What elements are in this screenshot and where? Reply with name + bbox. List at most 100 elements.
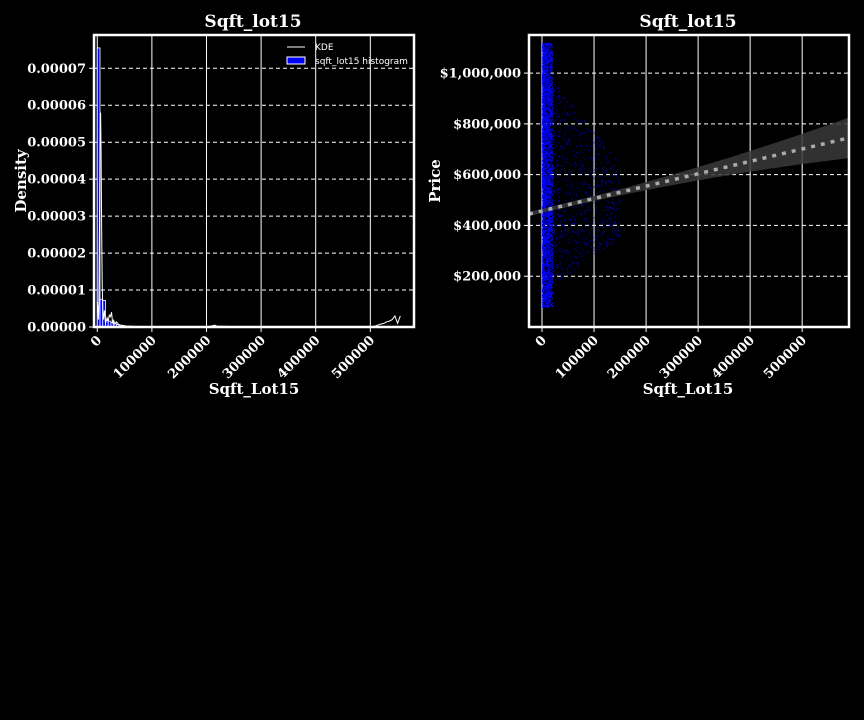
scatter-point: [542, 195, 545, 197]
scatter-point: [542, 228, 544, 230]
scatter-point: [547, 269, 549, 272]
scatter-point: [544, 53, 547, 55]
scatter-point: [558, 89, 560, 91]
scatter-point: [547, 230, 549, 232]
scatter-point: [548, 169, 550, 172]
scatter-point: [545, 173, 548, 175]
scatter-point: [550, 227, 552, 229]
scatter-point: [547, 206, 549, 208]
scatter-point: [550, 288, 552, 290]
scatter-point: [547, 94, 549, 96]
scatter-point: [549, 295, 551, 297]
scatter-point: [550, 67, 552, 69]
scatter-point: [550, 228, 552, 231]
scatter-point: [570, 215, 572, 217]
scatter-point: [545, 56, 547, 58]
scatter-point: [545, 247, 547, 249]
scatter-point: [544, 240, 547, 242]
scatter-point: [543, 56, 545, 58]
scatter-point: [603, 155, 606, 157]
scatter-point: [549, 254, 551, 256]
scatter-point: [550, 145, 552, 147]
scatter-point: [557, 188, 560, 190]
scatter-point: [616, 232, 618, 234]
right-y-tick-label: $800,000: [453, 117, 521, 132]
scatter-point: [551, 143, 553, 145]
scatter-point: [551, 247, 553, 250]
scatter-point: [546, 304, 548, 306]
scatter-point: [572, 222, 575, 224]
scatter-point: [545, 130, 547, 133]
scatter-point: [545, 289, 547, 291]
scatter-point: [554, 88, 556, 90]
scatter-point: [543, 78, 546, 80]
scatter-point: [551, 181, 553, 183]
scatter-point: [543, 121, 545, 124]
scatter-point: [547, 213, 549, 215]
scatter-point: [542, 213, 544, 215]
scatter-point: [552, 73, 554, 75]
scatter-point: [544, 177, 546, 179]
scatter-point: [546, 122, 548, 124]
scatter-point: [551, 222, 553, 224]
scatter-point: [544, 108, 546, 111]
left-y-tick-label: 0.00007: [27, 62, 86, 77]
scatter-point: [548, 117, 550, 119]
scatter-point: [571, 200, 573, 203]
scatter-point: [598, 242, 601, 244]
scatter-point: [544, 226, 546, 228]
scatter-point: [542, 178, 545, 180]
scatter-point: [549, 172, 551, 174]
scatter-point: [542, 246, 544, 248]
scatter-point: [549, 104, 551, 106]
scatter-point: [545, 196, 547, 199]
scatter-point: [548, 197, 550, 199]
scatter-point: [546, 181, 549, 184]
scatter-point: [543, 276, 545, 279]
scatter-point: [548, 195, 551, 197]
scatter-point: [543, 71, 546, 74]
scatter-point: [584, 218, 587, 220]
scatter-point: [558, 135, 560, 137]
scatter-point: [546, 124, 548, 127]
scatter-point: [543, 272, 545, 274]
scatter-point: [593, 169, 596, 171]
scatter-point: [542, 270, 544, 272]
scatter-point: [546, 96, 548, 98]
scatter-point: [544, 269, 546, 272]
scatter-point: [551, 224, 553, 226]
scatter-point: [550, 94, 552, 97]
kde-line: [96, 112, 401, 328]
scatter-point: [608, 243, 611, 245]
scatter-point: [548, 215, 550, 217]
scatter-point: [545, 64, 547, 67]
scatter-point: [542, 299, 544, 301]
scatter-point: [567, 171, 570, 173]
scatter-point: [542, 167, 544, 169]
scatter-point: [551, 53, 554, 55]
scatter-point: [542, 207, 544, 209]
scatter-point: [548, 94, 551, 97]
scatter-point: [548, 306, 550, 308]
scatter-point: [545, 242, 547, 244]
scatter-point: [546, 292, 548, 294]
scatter-point: [543, 65, 545, 68]
scatter-point: [544, 190, 546, 193]
scatter-point: [556, 96, 558, 98]
scatter-point: [548, 103, 550, 105]
scatter-point: [545, 227, 547, 229]
scatter-point: [551, 66, 553, 69]
scatter-point: [550, 146, 552, 149]
scatter-point: [542, 234, 545, 236]
scatter-point: [552, 167, 554, 169]
scatter-point: [544, 63, 546, 65]
scatter-point: [543, 132, 546, 134]
scatter-point: [566, 233, 568, 235]
scatter-point: [542, 84, 544, 86]
scatter-point: [548, 247, 550, 249]
scatter-point: [542, 80, 545, 82]
scatter-point: [552, 109, 554, 111]
scatter-point: [589, 224, 591, 226]
left-y-tick-label: 0.00000: [27, 321, 86, 336]
scatter-point: [543, 75, 545, 77]
